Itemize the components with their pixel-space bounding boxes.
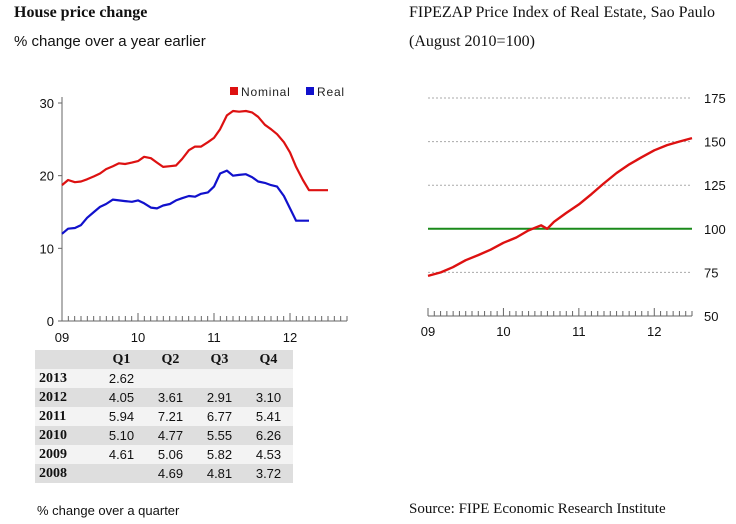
table-value-cell: 5.41 (244, 407, 293, 426)
legend-swatch-nominal (230, 87, 238, 95)
table-value-cell: 5.55 (195, 426, 244, 445)
table-value-cell: 4.53 (244, 445, 293, 464)
table-header-q1: Q1 (97, 350, 146, 369)
table-value-cell: 2.91 (195, 388, 244, 407)
table-value-cell (97, 464, 146, 483)
table-row: 2009 4.61 5.06 5.82 4.53 (35, 445, 293, 464)
table-value-cell: 5.94 (97, 407, 146, 426)
y-tick-label: 125 (704, 178, 726, 193)
legend-label-real: Real (317, 85, 345, 99)
x-tick-label: 09 (421, 324, 435, 339)
index-series-line (427, 136, 693, 278)
legend-swatch-real (306, 87, 314, 95)
table-value-cell (244, 369, 293, 388)
table-value-cell: 6.26 (244, 426, 293, 445)
table-year-cell: 2008 (35, 464, 97, 483)
y-tick-label: 50 (704, 309, 718, 324)
table-value-cell (195, 369, 244, 388)
table-value-cell: 7.21 (146, 407, 195, 426)
y-tick-label: 0 (47, 314, 54, 329)
y-tick-label: 20 (40, 169, 54, 184)
table-header-corner (35, 350, 97, 369)
table-value-cell: 3.10 (244, 388, 293, 407)
table-value-cell: 2.62 (97, 369, 146, 388)
table-value-cell: 3.72 (244, 464, 293, 483)
table-header-q4: Q4 (244, 350, 293, 369)
x-tick-label: 12 (647, 324, 661, 339)
table-year-cell: 2012 (35, 388, 97, 407)
table-year-cell: 2010 (35, 426, 97, 445)
table-value-cell: 3.61 (146, 388, 195, 407)
y-tick-label: 30 (40, 96, 54, 111)
fipezap-index-chart: 50 75 100 125 150 175 09 10 11 12 (421, 91, 726, 339)
house-price-change-chart: 0 10 20 30 09 10 11 12 Nominal Real (40, 85, 348, 345)
x-tick-label: 10 (496, 324, 510, 339)
source-credit: Source: FIPE Economic Research Institute (409, 501, 666, 517)
quarterly-change-table: Q1 Q2 Q3 Q4 2013 2.62 2012 4.05 3.61 2.91 3.10… (35, 350, 293, 483)
x-tick-label: 10 (131, 330, 145, 345)
right-chart-subtitle: (August 2010=100) (409, 33, 535, 50)
table-year-cell: 2009 (35, 445, 97, 464)
table-row: 2011 5.94 7.21 6.77 5.41 (35, 407, 293, 426)
table-value-cell: 4.05 (97, 388, 146, 407)
table-value-cell: 4.81 (195, 464, 244, 483)
series-line-real (61, 169, 309, 235)
series-line-nominal (61, 109, 328, 192)
legend-label-nominal: Nominal (241, 85, 291, 99)
y-tick-label: 150 (704, 135, 726, 150)
table-header-q2: Q2 (146, 350, 195, 369)
x-tick-label: 09 (55, 330, 69, 345)
table-year-cell: 2011 (35, 407, 97, 426)
left-chart-subtitle: % change over a year earlier (14, 33, 206, 50)
table-value-cell: 4.77 (146, 426, 195, 445)
table-header-q3: Q3 (195, 350, 244, 369)
x-tick-label: 11 (572, 324, 586, 339)
table-footnote: % change over a quarter (37, 503, 180, 518)
table-row: 2008 4.69 4.81 3.72 (35, 464, 293, 483)
table-value-cell: 4.69 (146, 464, 195, 483)
table-value-cell: 6.77 (195, 407, 244, 426)
table-row: 2013 2.62 (35, 369, 293, 388)
table-value-cell: 5.10 (97, 426, 146, 445)
table-row: 2012 4.05 3.61 2.91 3.10 (35, 388, 293, 407)
y-tick-label: 10 (40, 241, 54, 256)
table-value-cell (146, 369, 195, 388)
y-tick-label: 175 (704, 91, 726, 106)
left-chart-title: House price change (14, 4, 148, 21)
right-chart-title: FIPEZAP Price Index of Real Estate, Sao … (409, 4, 716, 21)
x-tick-label: 11 (207, 330, 221, 345)
table-value-cell: 5.06 (146, 445, 195, 464)
x-tick-label: 12 (283, 330, 297, 345)
table-year-cell: 2013 (35, 369, 97, 388)
table-value-cell: 5.82 (195, 445, 244, 464)
y-tick-label: 75 (704, 265, 718, 280)
y-tick-label: 100 (704, 222, 726, 237)
table-row: 2010 5.10 4.77 5.55 6.26 (35, 426, 293, 445)
table-header-row: Q1 Q2 Q3 Q4 (35, 350, 293, 369)
table-value-cell: 4.61 (97, 445, 146, 464)
